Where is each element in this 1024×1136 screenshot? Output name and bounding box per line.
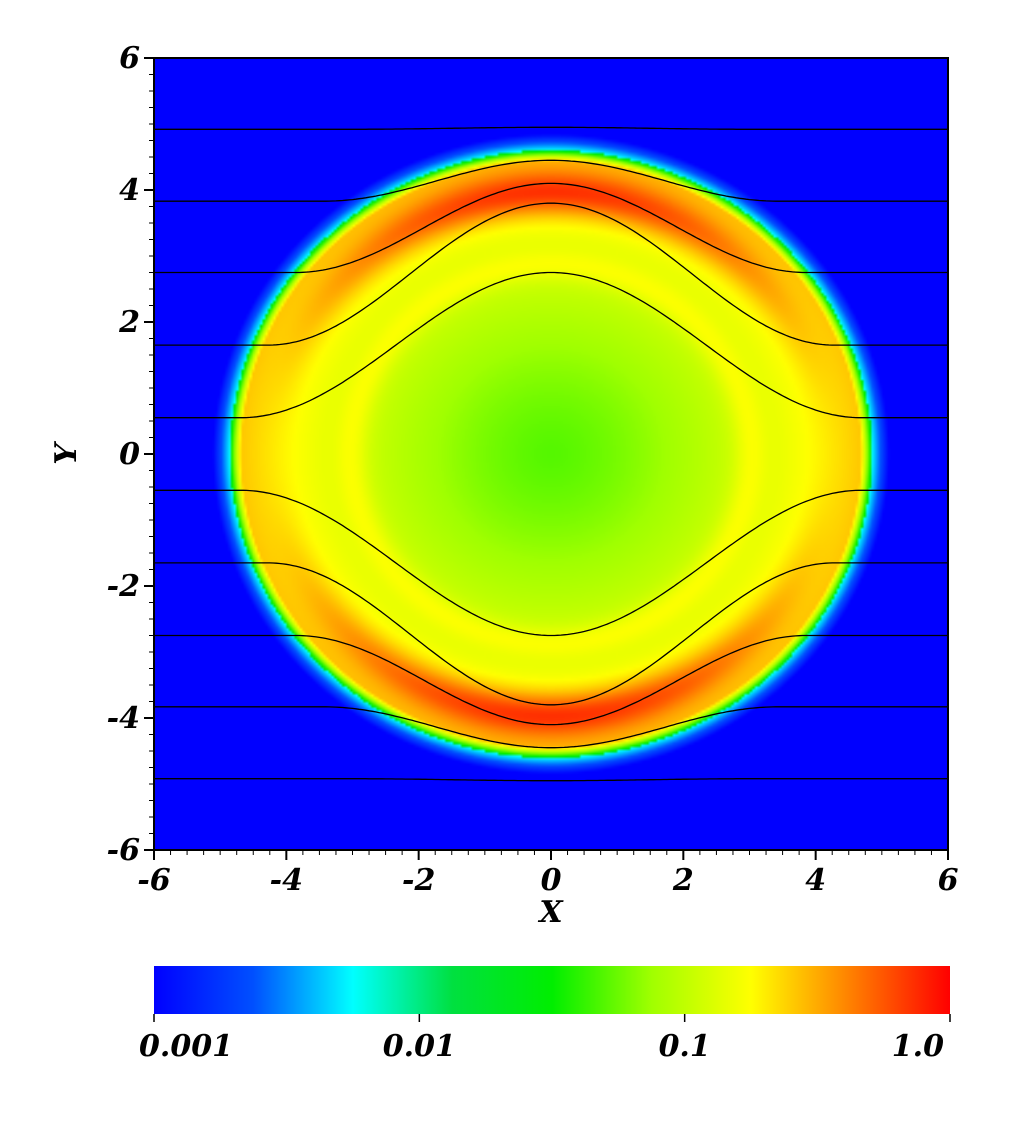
field-line [154,562,948,706]
y-tick-label: 0 [119,437,140,472]
field-line [154,182,948,274]
y-tick-label: -4 [107,701,140,736]
y-tick-label: 2 [118,305,140,340]
x-axis-title: X [537,895,564,930]
colorbar-ticks: 0.001 0.01 0.1 1.0 [139,1014,951,1064]
field-lines [154,126,948,782]
field-line [154,159,948,202]
colorbar-tick-label: 0.01 [383,1029,456,1064]
x-tick-label: -6 [137,863,170,898]
y-axis-ticks: -6 -4 -2 0 2 4 6 [107,41,154,868]
y-tick-label: 6 [119,41,140,76]
colorbar-tick-label: 0.001 [139,1029,233,1064]
y-tick-label: -2 [107,569,140,604]
x-tick-label: 4 [805,863,826,898]
field-line [154,706,948,749]
colorbar-tick-label: 0.1 [659,1029,711,1064]
y-axis-title: Y [49,441,84,465]
x-tick-label: -2 [402,863,435,898]
colorbar-tick-label: 1.0 [892,1029,944,1064]
field-line [154,126,948,130]
x-tick-label: 0 [541,863,562,898]
y-tick-label: -6 [107,833,140,868]
y-tick-label: 4 [119,173,140,208]
colorbar-gradient [154,966,950,1014]
heatmap [154,58,948,850]
colorbar: 0.001 0.01 0.1 1.0 [139,966,951,1064]
field-line [154,271,948,419]
field-line [154,634,948,726]
plot-area [149,57,949,855]
heatmap-image [154,58,948,850]
x-tick-label: -4 [270,863,303,898]
x-tick-label: 6 [938,863,959,898]
x-tick-label: 2 [672,863,694,898]
x-axis-ticks: -6 -4 -2 0 2 4 6 [137,850,959,898]
field-line [154,202,948,346]
field-line [154,778,948,782]
field-line [154,489,948,637]
